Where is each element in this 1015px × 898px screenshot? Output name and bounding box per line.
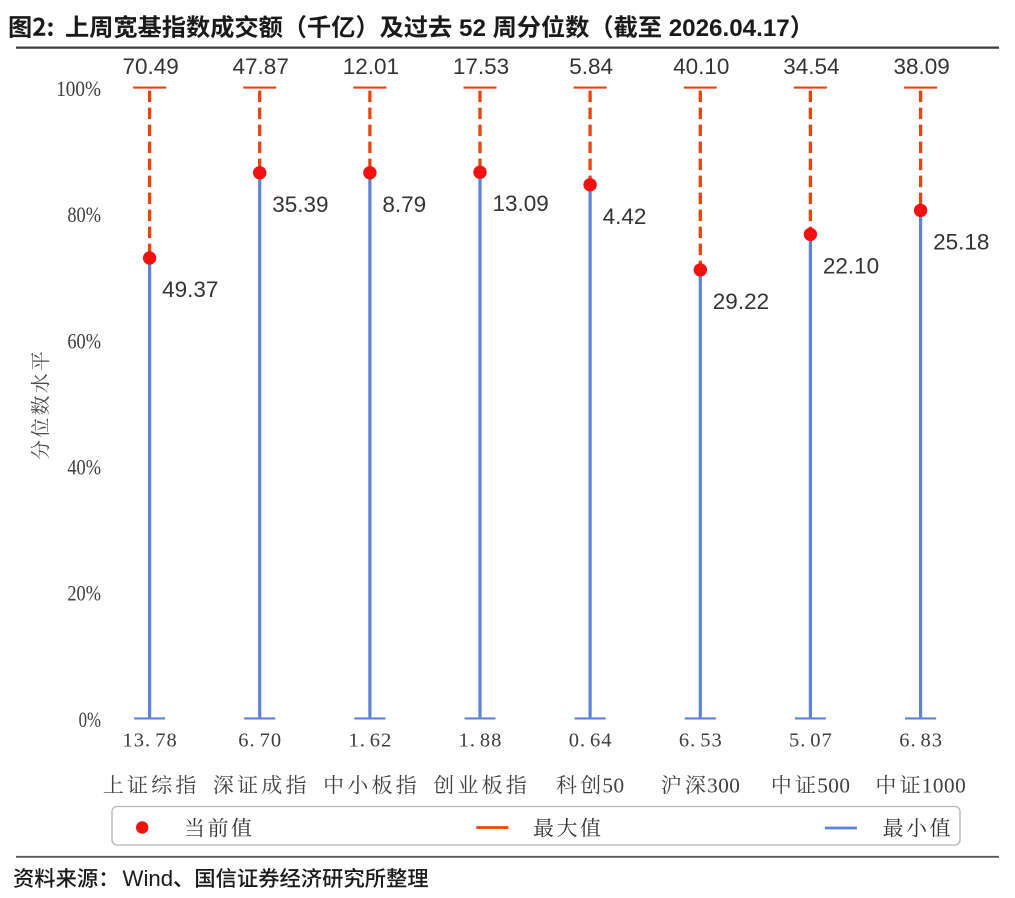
svg-text:Wind: Wind [123, 866, 174, 891]
svg-text:12.01: 12.01 [343, 54, 399, 79]
svg-text:60%: 60% [67, 328, 101, 353]
svg-text:34.54: 34.54 [783, 54, 839, 79]
svg-text:6.: 6. [679, 730, 696, 752]
svg-text:4.42: 4.42 [603, 204, 647, 229]
svg-text:78: 78 [155, 730, 178, 752]
svg-text:17.53: 17.53 [453, 54, 509, 79]
svg-text:50: 50 [602, 774, 624, 798]
svg-text:40.10: 40.10 [673, 54, 729, 79]
svg-text:5.: 5. [789, 730, 806, 752]
svg-text:80%: 80% [67, 202, 101, 227]
svg-text:6.: 6. [899, 730, 916, 752]
svg-text:500: 500 [817, 774, 850, 798]
svg-text:64: 64 [590, 730, 613, 752]
svg-text:70: 70 [260, 730, 283, 752]
svg-text:40%: 40% [67, 455, 101, 480]
svg-text:1000: 1000 [922, 774, 966, 798]
svg-text:1.: 1. [459, 730, 476, 752]
svg-text:2026.04.17: 2026.04.17 [669, 15, 790, 42]
svg-text:25.18: 25.18 [933, 229, 989, 254]
svg-text:70.49: 70.49 [122, 54, 178, 79]
svg-text:07: 07 [810, 730, 833, 752]
svg-text:38.09: 38.09 [893, 54, 949, 79]
svg-text:47.87: 47.87 [233, 54, 289, 79]
svg-text:13.09: 13.09 [493, 191, 549, 216]
svg-text:88: 88 [480, 730, 503, 752]
svg-text:49.37: 49.37 [162, 277, 218, 302]
svg-text:13.: 13. [123, 730, 152, 752]
svg-text:8.79: 8.79 [382, 192, 426, 217]
svg-text:52: 52 [459, 15, 486, 42]
svg-text:1.: 1. [349, 730, 366, 752]
svg-text:5.84: 5.84 [569, 54, 613, 79]
svg-text:62: 62 [370, 730, 393, 752]
svg-text:22.10: 22.10 [823, 253, 879, 278]
svg-text:83: 83 [921, 730, 944, 752]
svg-text:29.22: 29.22 [713, 289, 769, 314]
svg-text:35.39: 35.39 [272, 192, 328, 217]
svg-text:6.: 6. [238, 730, 255, 752]
svg-text:0.: 0. [569, 730, 586, 752]
svg-text:0%: 0% [79, 707, 101, 732]
svg-text:100%: 100% [56, 76, 101, 101]
svg-text:300: 300 [707, 774, 740, 798]
svg-text:20%: 20% [67, 581, 101, 606]
svg-text:53: 53 [700, 730, 723, 752]
